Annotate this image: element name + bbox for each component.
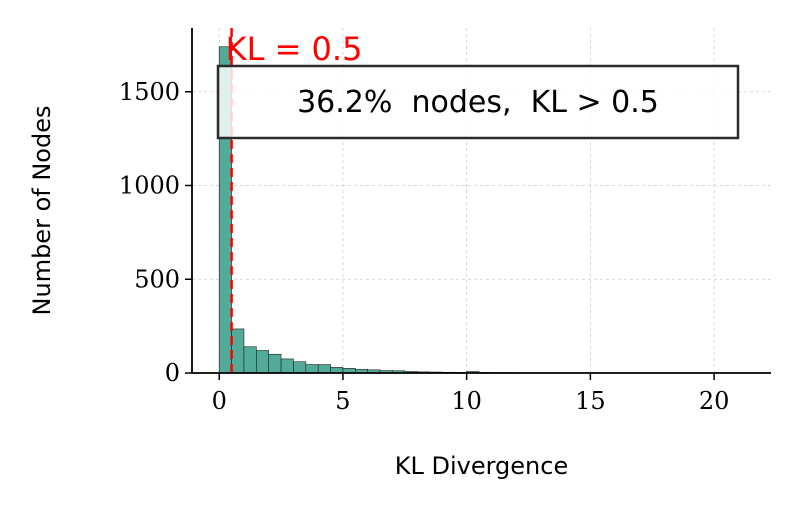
annotation-frame	[216, 64, 740, 140]
y-axis-label: Number of Nodes	[28, 106, 56, 316]
histogram-bar	[256, 350, 270, 374]
histogram-bar	[231, 328, 245, 374]
x-tick-label: 15	[575, 387, 606, 415]
y-tick-label: 1000	[119, 172, 180, 200]
histogram-bar	[243, 346, 257, 374]
x-tick-label: 10	[451, 387, 482, 415]
annotation-box: 36.2% nodes, KL > 0.5	[216, 64, 740, 140]
x-tick-label: 5	[335, 387, 350, 415]
histogram-bar	[293, 361, 307, 374]
histogram-bar	[305, 364, 319, 374]
threshold-legend-label: KL = 0.5	[226, 30, 363, 68]
y-tick-label: 500	[134, 265, 180, 293]
y-tick-label: 0	[165, 359, 180, 387]
x-axis-label: KL Divergence	[395, 452, 568, 480]
annotation-text: 36.2% nodes, KL > 0.5	[297, 85, 659, 120]
y-ticks: 0 500 1000 1500	[119, 78, 192, 387]
axes	[191, 28, 771, 374]
x-ticks: 0 5 10 15 20	[212, 373, 730, 415]
x-tick-label: 20	[699, 387, 730, 415]
histogram-bar	[317, 364, 331, 374]
x-tick-label: 0	[212, 387, 227, 415]
histogram-bar	[280, 358, 294, 374]
y-tick-label: 1500	[119, 78, 180, 106]
histogram-bar	[268, 353, 282, 374]
